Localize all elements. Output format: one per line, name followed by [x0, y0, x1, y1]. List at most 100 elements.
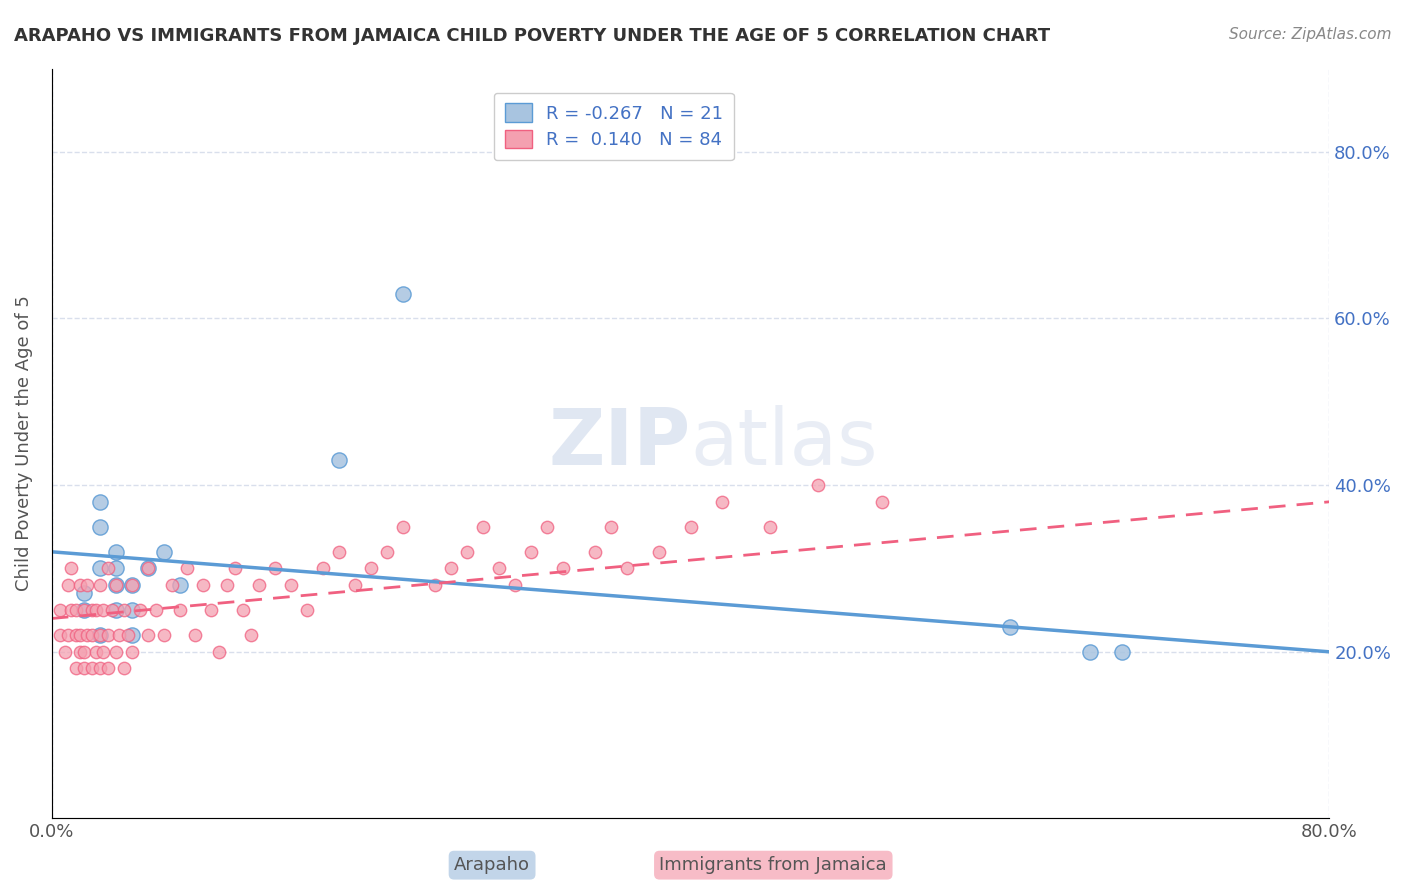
Point [136, 628, 159, 642]
Point [104, 578, 127, 592]
Point [297, 603, 319, 617]
Point [65, 603, 87, 617]
Point [200, 603, 222, 617]
Point [599, 520, 621, 534]
Point [503, 578, 526, 592]
Point [583, 545, 606, 559]
Point [104, 645, 127, 659]
Point [1111, 645, 1133, 659]
Point [679, 520, 702, 534]
Text: Source: ZipAtlas.com: Source: ZipAtlas.com [1229, 27, 1392, 42]
Point [97, 661, 120, 675]
Point [280, 578, 302, 592]
Point [97, 628, 120, 642]
Point [89, 520, 111, 534]
Text: atlas: atlas [690, 406, 877, 482]
Point [56, 578, 79, 592]
Point [73, 661, 96, 675]
Point [247, 578, 270, 592]
Point [423, 578, 446, 592]
Point [520, 545, 543, 559]
Point [440, 561, 463, 575]
Point [344, 578, 367, 592]
Point [392, 286, 415, 301]
Text: ZIP: ZIP [548, 406, 690, 482]
Point [136, 561, 159, 575]
Text: Immigrants from Jamaica: Immigrants from Jamaica [659, 856, 887, 874]
Point [104, 561, 127, 575]
Point [759, 520, 782, 534]
Point [73, 586, 96, 600]
Y-axis label: Child Poverty Under the Age of 5: Child Poverty Under the Age of 5 [15, 295, 32, 591]
Point [169, 603, 191, 617]
Point [471, 520, 494, 534]
Point [86, 603, 108, 617]
Point [488, 561, 510, 575]
Point [89, 661, 111, 675]
Point [193, 578, 215, 592]
Point [152, 628, 174, 642]
Point [152, 545, 174, 559]
Point [69, 645, 91, 659]
Point [232, 603, 254, 617]
Point [89, 561, 111, 575]
Point [456, 545, 478, 559]
Point [375, 545, 398, 559]
Point [870, 495, 893, 509]
Point [112, 661, 135, 675]
Point [176, 561, 198, 575]
Point [217, 578, 239, 592]
Point [59, 561, 82, 575]
Point [104, 578, 127, 592]
Point [224, 561, 246, 575]
Point [184, 628, 207, 642]
Point [998, 620, 1021, 634]
Point [616, 561, 638, 575]
Point [89, 495, 111, 509]
Point [136, 561, 159, 575]
Point [80, 661, 103, 675]
Point [392, 520, 415, 534]
Point [208, 645, 231, 659]
Point [328, 453, 350, 467]
Point [91, 645, 114, 659]
Point [48, 603, 70, 617]
Point [360, 561, 382, 575]
Point [69, 628, 91, 642]
Point [160, 578, 183, 592]
Point [108, 628, 131, 642]
Point [65, 661, 87, 675]
Point [536, 520, 558, 534]
Point [53, 645, 76, 659]
Point [121, 645, 143, 659]
Point [73, 603, 96, 617]
Point [73, 603, 96, 617]
Point [56, 628, 79, 642]
Point [121, 603, 143, 617]
Point [807, 478, 830, 492]
Point [104, 603, 127, 617]
Legend: R = -0.267   N = 21, R =  0.140   N = 84: R = -0.267 N = 21, R = 0.140 N = 84 [494, 93, 734, 161]
Point [121, 578, 143, 592]
Text: ARAPAHO VS IMMIGRANTS FROM JAMAICA CHILD POVERTY UNDER THE AGE OF 5 CORRELATION : ARAPAHO VS IMMIGRANTS FROM JAMAICA CHILD… [14, 27, 1050, 45]
Point [117, 628, 139, 642]
Point [112, 603, 135, 617]
Point [80, 628, 103, 642]
Point [145, 603, 167, 617]
Point [647, 545, 669, 559]
Point [89, 628, 111, 642]
Point [69, 578, 91, 592]
Point [86, 645, 108, 659]
Point [76, 628, 98, 642]
Point [169, 578, 191, 592]
Point [240, 628, 263, 642]
Point [97, 561, 120, 575]
Point [711, 495, 734, 509]
Point [73, 645, 96, 659]
Point [551, 561, 574, 575]
Point [1078, 645, 1101, 659]
Point [128, 603, 150, 617]
Point [80, 603, 103, 617]
Point [89, 578, 111, 592]
Point [89, 628, 111, 642]
